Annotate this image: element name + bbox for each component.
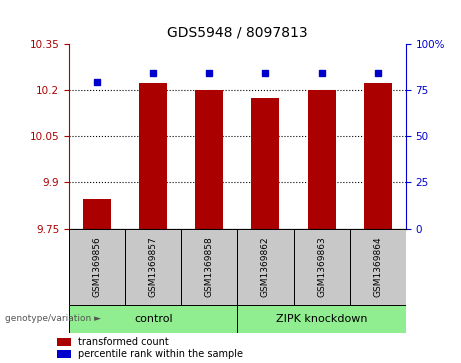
Bar xyxy=(125,229,181,305)
Bar xyxy=(139,83,167,229)
Bar xyxy=(237,305,406,333)
Bar xyxy=(364,83,392,229)
Text: GSM1369863: GSM1369863 xyxy=(317,236,326,297)
Bar xyxy=(307,90,336,229)
Bar xyxy=(57,338,71,346)
Bar xyxy=(69,305,237,333)
Text: GSM1369862: GSM1369862 xyxy=(261,236,270,297)
Bar xyxy=(83,199,111,229)
Text: GSM1369858: GSM1369858 xyxy=(205,236,214,297)
Text: transformed count: transformed count xyxy=(78,337,169,347)
Text: GSM1369856: GSM1369856 xyxy=(93,236,102,297)
Bar xyxy=(237,229,294,305)
Bar xyxy=(251,98,279,229)
Bar xyxy=(349,229,406,305)
Text: control: control xyxy=(134,314,172,324)
Text: percentile rank within the sample: percentile rank within the sample xyxy=(78,350,243,359)
Text: GSM1369864: GSM1369864 xyxy=(373,236,382,297)
Bar xyxy=(294,229,349,305)
Text: GSM1369857: GSM1369857 xyxy=(149,236,158,297)
Bar xyxy=(57,350,71,358)
Bar xyxy=(195,90,224,229)
Text: ZIPK knockdown: ZIPK knockdown xyxy=(276,314,367,324)
Title: GDS5948 / 8097813: GDS5948 / 8097813 xyxy=(167,26,308,40)
Bar xyxy=(181,229,237,305)
Text: genotype/variation ►: genotype/variation ► xyxy=(5,314,100,323)
Bar xyxy=(69,229,125,305)
